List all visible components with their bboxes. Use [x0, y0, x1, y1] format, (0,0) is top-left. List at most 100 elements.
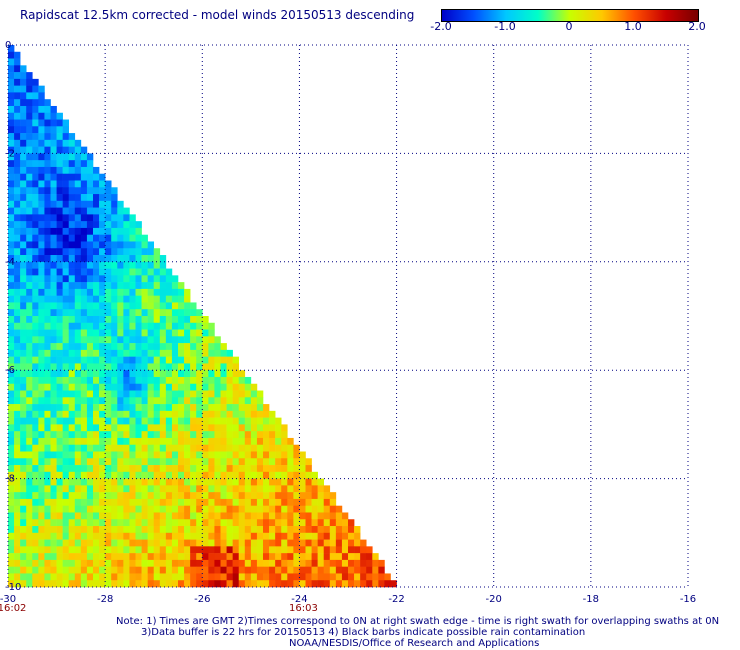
heatmap-cell	[244, 526, 252, 534]
heatmap-cell	[99, 268, 106, 276]
heatmap-cell	[226, 431, 233, 439]
heatmap-cell	[99, 248, 106, 256]
heatmap-cell	[80, 221, 88, 229]
heatmap-cell	[135, 505, 142, 513]
heatmap-cell	[74, 336, 82, 344]
heatmap-cell	[80, 573, 88, 581]
heatmap-cell	[93, 580, 100, 588]
heatmap-cell	[305, 559, 312, 567]
heatmap-cell	[263, 478, 270, 486]
heatmap-cell	[32, 302, 39, 310]
heatmap-cell	[178, 498, 185, 506]
heatmap-cell	[14, 139, 21, 147]
heatmap-cell	[20, 119, 27, 127]
heatmap-cell	[99, 546, 106, 554]
heatmap-cell	[293, 526, 300, 534]
heatmap-cell	[111, 431, 118, 439]
heatmap-cell	[214, 471, 221, 479]
heatmap-cell	[135, 221, 142, 229]
heatmap-cell	[14, 424, 21, 432]
heatmap-cell	[26, 153, 33, 161]
heatmap-cell	[190, 437, 197, 446]
heatmap-cell	[214, 431, 221, 439]
colorbar	[441, 9, 699, 22]
heatmap-plot: -30 -28 -26 -24 -22 -20 -18 -160-2-4-6-8-1016:0…	[0, 40, 696, 614]
heatmap-cell	[32, 485, 39, 493]
heatmap-cell	[99, 282, 106, 290]
heatmap-cell	[56, 526, 63, 534]
heatmap-cell	[20, 546, 27, 554]
heatmap-cell	[159, 343, 167, 351]
heatmap-cell	[214, 376, 221, 385]
heatmap-cell	[153, 505, 161, 513]
heatmap-cell	[8, 133, 15, 141]
heatmap-cell	[38, 444, 45, 452]
heatmap-cell	[56, 166, 63, 175]
heatmap-cell	[62, 200, 70, 208]
heatmap-cell	[117, 302, 124, 310]
heatmap-cell	[141, 376, 148, 385]
heatmap-cell	[153, 417, 161, 425]
heatmap-cell	[44, 539, 51, 547]
heatmap-cell	[226, 397, 233, 405]
heatmap-cell	[99, 275, 106, 283]
heatmap-cell	[220, 519, 227, 527]
heatmap-cell	[360, 546, 367, 554]
heatmap-cell	[153, 539, 161, 547]
heatmap-cell	[275, 553, 282, 561]
heatmap-cell	[26, 363, 33, 371]
heatmap-cell	[256, 573, 264, 581]
heatmap-cell	[256, 444, 264, 452]
x-tick-label: -22	[388, 594, 404, 605]
heatmap-cell	[153, 261, 161, 269]
heatmap-cell	[202, 519, 209, 527]
heatmap-cell	[56, 370, 63, 378]
heatmap-cell	[50, 580, 57, 588]
heatmap-cell	[32, 78, 39, 86]
heatmap-cell	[226, 478, 233, 486]
heatmap-cell	[141, 519, 148, 527]
heatmap-cell	[129, 424, 136, 432]
heatmap-cell	[32, 566, 39, 574]
heatmap-cell	[184, 444, 191, 452]
heatmap-cell	[329, 566, 337, 574]
heatmap-cell	[159, 424, 167, 432]
heatmap-cell	[99, 580, 106, 588]
heatmap-cell	[208, 492, 215, 500]
heatmap-cell	[26, 478, 33, 486]
heatmap-cell	[14, 539, 21, 547]
heatmap-cell	[232, 444, 240, 452]
heatmap-cell	[341, 553, 349, 561]
heatmap-cell	[141, 458, 148, 466]
heatmap-cell	[184, 295, 191, 303]
heatmap-cell	[8, 465, 15, 473]
heatmap-cell	[32, 404, 39, 412]
heatmap-cell	[117, 492, 124, 500]
heatmap-cell	[208, 573, 215, 581]
heatmap-cell	[20, 404, 27, 412]
heatmap-cell	[50, 539, 57, 547]
heatmap-cell	[117, 424, 124, 432]
heatmap-cell	[250, 410, 258, 418]
heatmap-cell	[153, 512, 161, 520]
heatmap-cell	[99, 336, 106, 344]
heatmap-cell	[44, 322, 51, 330]
heatmap-cell	[281, 519, 288, 527]
heatmap-cell	[105, 573, 112, 581]
heatmap-cell	[123, 302, 130, 310]
heatmap-cell	[256, 404, 264, 412]
heatmap-cell	[165, 383, 173, 391]
heatmap-cell	[44, 363, 51, 371]
heatmap-cell	[226, 465, 233, 473]
heatmap-cell	[62, 505, 70, 513]
heatmap-cell	[105, 471, 112, 479]
heatmap-cell	[263, 539, 270, 547]
heatmap-cell	[208, 343, 215, 351]
heatmap-cell	[14, 234, 21, 242]
heatmap-cell	[244, 498, 252, 506]
heatmap-cell	[147, 465, 155, 473]
heatmap-cell	[135, 390, 142, 398]
heatmap-cell	[99, 532, 106, 540]
heatmap-cell	[99, 302, 106, 310]
heatmap-cell	[111, 553, 118, 561]
